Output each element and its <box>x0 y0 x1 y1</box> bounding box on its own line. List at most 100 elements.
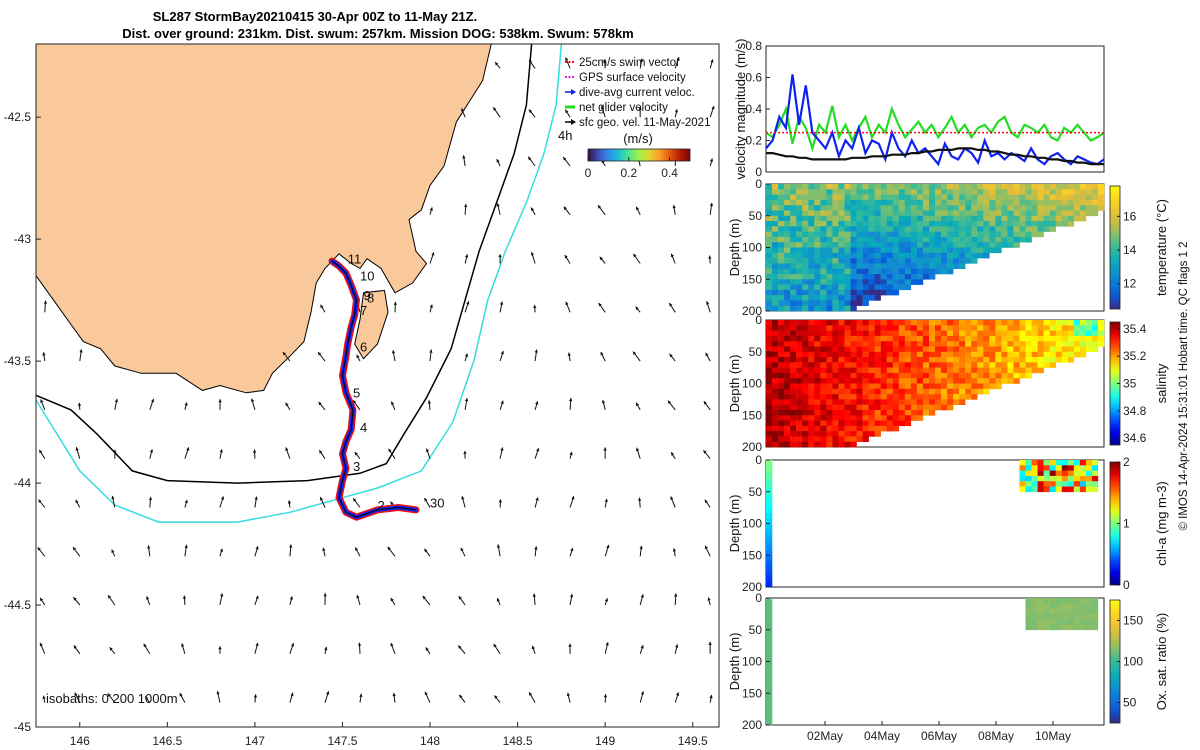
salinity-cell <box>862 410 869 416</box>
oxygen-cell <box>766 656 773 662</box>
salinity-cell <box>886 330 893 337</box>
temperature-cell <box>929 252 936 259</box>
salinity-cell <box>820 362 827 368</box>
salinity-cell <box>832 372 839 379</box>
salinity-cell <box>880 346 887 353</box>
salinity-cell <box>796 362 803 368</box>
salinity-cell <box>814 330 821 337</box>
salinity-cell <box>1079 325 1087 331</box>
temperature-cell <box>784 210 791 217</box>
salinity-cell <box>808 367 815 374</box>
salinity-cell <box>983 330 990 337</box>
salinity-cell <box>989 367 996 374</box>
salinity-cell <box>898 330 906 337</box>
temperature-cell <box>802 289 809 296</box>
chla-cell <box>1061 486 1069 493</box>
chla-y-tick-label: 150 <box>742 548 762 562</box>
velocity-arrow-head <box>640 691 645 695</box>
temperature-cell <box>1037 194 1044 201</box>
salinity-cell <box>766 346 773 353</box>
salinity-cell <box>1013 335 1020 342</box>
temperature-cell <box>808 221 815 227</box>
salinity-cell <box>856 330 863 337</box>
salinity-cell <box>880 341 887 347</box>
chla-cell <box>1031 470 1038 477</box>
temperature-cell <box>778 189 785 195</box>
velocity-arrow-head <box>114 398 118 403</box>
day-label: 6 <box>360 339 367 354</box>
temperature-cell <box>826 226 833 232</box>
temperature-cell <box>898 221 906 227</box>
salinity-cell <box>766 335 773 342</box>
legend-label: dive-avg current veloc. <box>579 87 695 99</box>
chla-cell <box>766 550 773 556</box>
temperature-cell <box>1067 199 1075 206</box>
temperature-cell <box>796 215 803 222</box>
temperature-cell <box>856 258 863 264</box>
temperature-cell <box>971 226 978 232</box>
salinity-cell <box>832 420 839 427</box>
temperature-cell <box>904 247 912 254</box>
salinity-cell <box>886 325 893 331</box>
temperature-cell <box>953 236 960 243</box>
salinity-cell <box>953 335 960 342</box>
temperature-cell <box>862 199 869 206</box>
velocity-arrow-head <box>534 349 538 353</box>
salinity-cell <box>965 357 972 363</box>
salinity-cell <box>1049 335 1056 342</box>
salinity-cell <box>850 378 857 384</box>
salinity-cell <box>929 394 936 400</box>
temperature-cell <box>868 258 875 264</box>
salinity-cell <box>766 441 773 448</box>
temperature-cell <box>898 252 906 259</box>
velocity-arrow-head <box>390 598 394 602</box>
temperature-cell <box>808 295 815 301</box>
temperature-cell <box>838 242 845 248</box>
oxygen-cell <box>1085 613 1093 620</box>
salinity-cell <box>820 404 827 411</box>
temperature-cell <box>1007 215 1014 222</box>
temperature-cell <box>1037 184 1044 190</box>
temperature-cell <box>766 252 773 259</box>
salinity-cell <box>862 330 869 337</box>
temperature-cell <box>1049 184 1056 190</box>
temperature-cell <box>826 231 833 238</box>
temperature-cell <box>778 199 785 206</box>
temperature-cell <box>941 189 948 195</box>
salinity-y-tick-label: 100 <box>742 377 762 391</box>
salinity-cell <box>850 388 857 395</box>
salinity-cell <box>808 341 815 347</box>
velocity-arrow-head <box>388 448 392 453</box>
salinity-cell <box>1073 320 1081 326</box>
temperature-cell <box>935 252 942 259</box>
salinity-cell <box>784 372 791 379</box>
oxygen-cell <box>766 682 773 689</box>
temperature-cell <box>922 210 930 217</box>
salinity-cell <box>977 383 984 390</box>
salinity-y-tick-label: 50 <box>749 345 763 359</box>
temperature-cell <box>802 247 809 254</box>
oxygen-cell <box>766 624 773 631</box>
temperature-cell <box>772 231 779 238</box>
temperature-cell <box>1025 236 1032 243</box>
salinity-cell <box>790 410 797 416</box>
temperature-cell <box>1073 205 1081 211</box>
salinity-cell <box>989 320 996 326</box>
oxygen-cell <box>1031 608 1038 615</box>
temperature-cell <box>844 242 851 248</box>
salinity-cell <box>850 431 857 437</box>
salinity-cell <box>796 335 803 342</box>
chla-cell <box>1079 460 1087 466</box>
chla-cell <box>1025 481 1032 487</box>
temperature-cell <box>1019 194 1026 201</box>
temperature-cell <box>947 226 954 232</box>
velocity-arrow-head <box>676 692 680 696</box>
salinity-cell <box>1098 325 1105 331</box>
velocity-arrow-head <box>495 62 499 66</box>
temperature-cell <box>947 236 954 243</box>
oxygen-cell <box>1049 603 1056 609</box>
salinity-cell <box>802 351 809 358</box>
temperature-cell <box>832 194 839 201</box>
velocity-arrow-head <box>282 352 287 356</box>
